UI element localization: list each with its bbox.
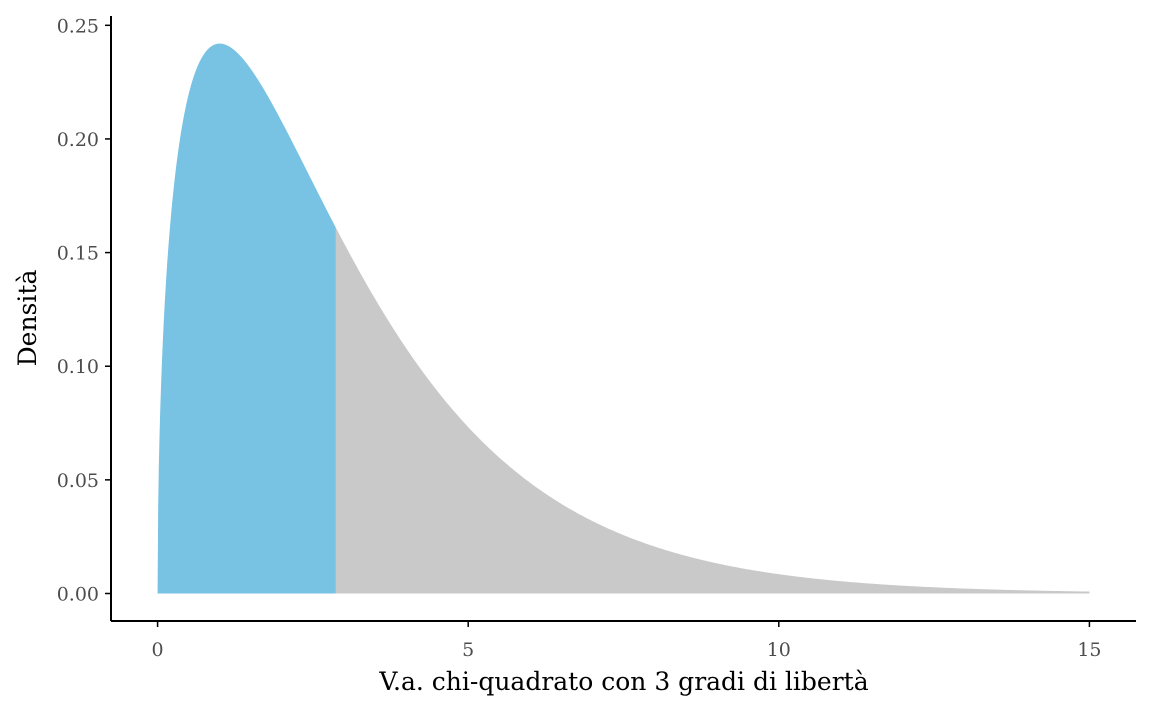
density-shaded-area (157, 43, 336, 594)
y-axis-title: Densità (13, 270, 42, 367)
x-tick-label: 0 (152, 639, 164, 661)
x-axis-title: V.a. chi-quadrato con 3 gradi di libertà (378, 667, 868, 696)
x-tick-label: 5 (462, 639, 474, 661)
y-tick-label: 0.10 (57, 356, 99, 378)
y-tick-label: 0.05 (57, 470, 99, 492)
density-areas (157, 43, 1090, 594)
density-tail-area (335, 227, 1090, 594)
y-axis-ticks: 0.00 0.05 0.10 0.15 0.20 0.25 (57, 15, 111, 606)
x-tick-label: 10 (767, 639, 791, 661)
y-tick-label: 0.25 (57, 15, 99, 37)
x-axis-ticks: 0 5 10 15 (152, 621, 1102, 661)
x-tick-label: 15 (1077, 639, 1101, 661)
y-tick-label: 0.15 (57, 243, 99, 265)
y-tick-label: 0.00 (57, 584, 99, 606)
y-tick-label: 0.20 (57, 129, 99, 151)
